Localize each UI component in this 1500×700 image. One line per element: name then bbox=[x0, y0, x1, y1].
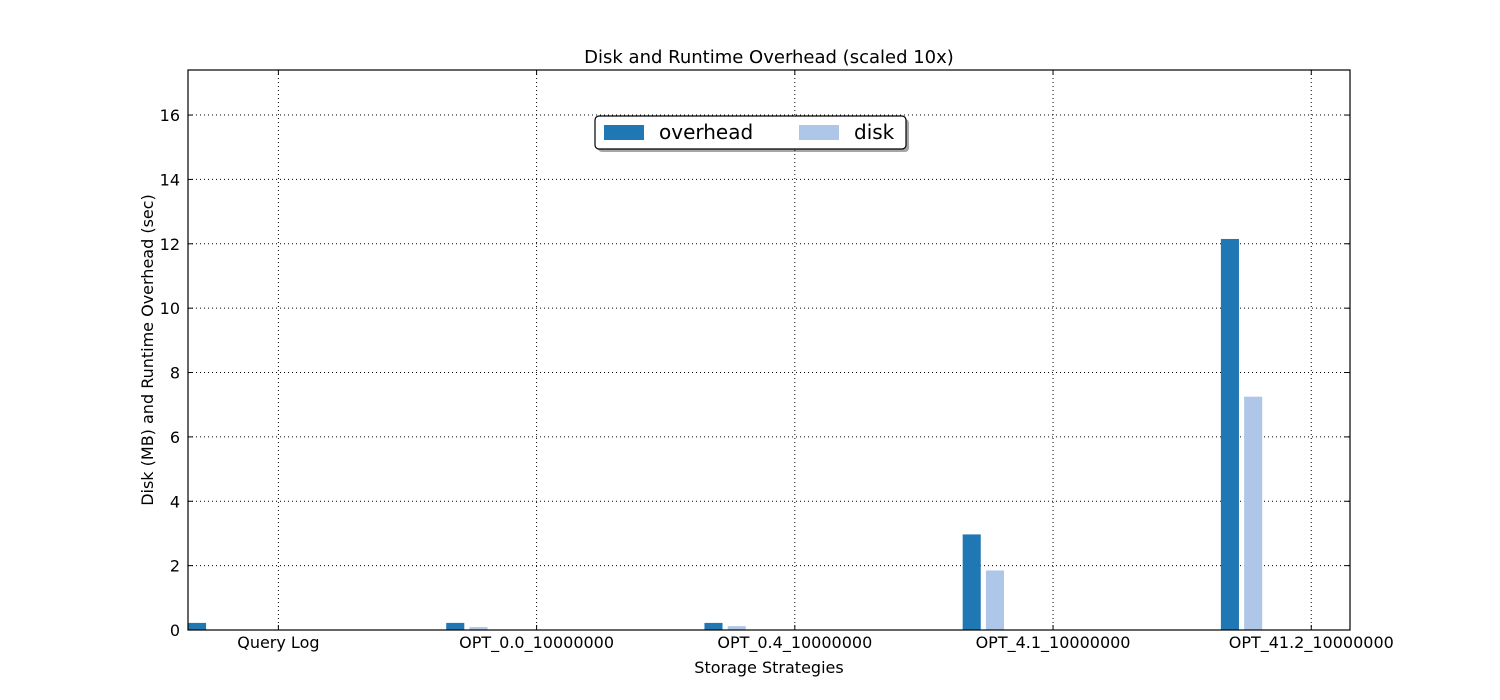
bar-disk bbox=[1244, 396, 1263, 630]
y-tick-label: 12 bbox=[160, 235, 180, 254]
y-axis-ticks: 0 2 4 6 8 10 12 14 16 bbox=[160, 106, 1350, 640]
y-tick-label: 8 bbox=[170, 364, 180, 383]
chart-title: Disk and Runtime Overhead (scaled 10x) bbox=[584, 47, 954, 68]
bar-overhead bbox=[188, 622, 207, 630]
y-tick-label: 4 bbox=[170, 492, 180, 511]
legend: overhead disk bbox=[594, 115, 909, 152]
y-axis-label: Disk (MB) and Runtime Overhead (sec) bbox=[138, 194, 157, 506]
bar-marks bbox=[188, 238, 1263, 630]
bar-overhead bbox=[446, 622, 465, 630]
bar-overhead bbox=[704, 622, 723, 630]
legend-swatch-overhead bbox=[604, 125, 644, 140]
bar-overhead bbox=[962, 534, 981, 630]
y-tick-label: 16 bbox=[160, 106, 180, 125]
legend-label-overhead: overhead bbox=[659, 120, 753, 144]
legend-swatch-disk bbox=[799, 125, 839, 140]
y-tick-label: 0 bbox=[170, 621, 180, 640]
y-tick-label: 10 bbox=[160, 299, 180, 318]
x-tick-label: OPT_0.4_10000000 bbox=[717, 633, 872, 653]
x-tick-label: OPT_0.0_10000000 bbox=[459, 633, 614, 653]
y-tick-label: 6 bbox=[170, 428, 180, 447]
legend-label-disk: disk bbox=[854, 120, 895, 144]
x-tick-label: OPT_4.1_10000000 bbox=[976, 633, 1131, 653]
bar-overhead bbox=[1220, 238, 1239, 630]
plot-frame bbox=[187, 69, 1351, 631]
x-tick-label: Query Log bbox=[237, 633, 319, 652]
bar-disk bbox=[985, 570, 1004, 630]
x-tick-label: OPT_41.2_10000000 bbox=[1229, 633, 1394, 653]
y-tick-label: 14 bbox=[160, 170, 180, 189]
bar-disk bbox=[727, 626, 746, 630]
bar-disk bbox=[469, 627, 488, 630]
y-tick-label: 2 bbox=[170, 557, 180, 576]
grid-lines bbox=[188, 70, 1350, 630]
x-axis-ticks: Query Log OPT_0.0_10000000 OPT_0.4_1000000… bbox=[237, 70, 1394, 653]
x-axis-label: Storage Strategies bbox=[694, 658, 843, 677]
legend-box bbox=[594, 115, 907, 150]
